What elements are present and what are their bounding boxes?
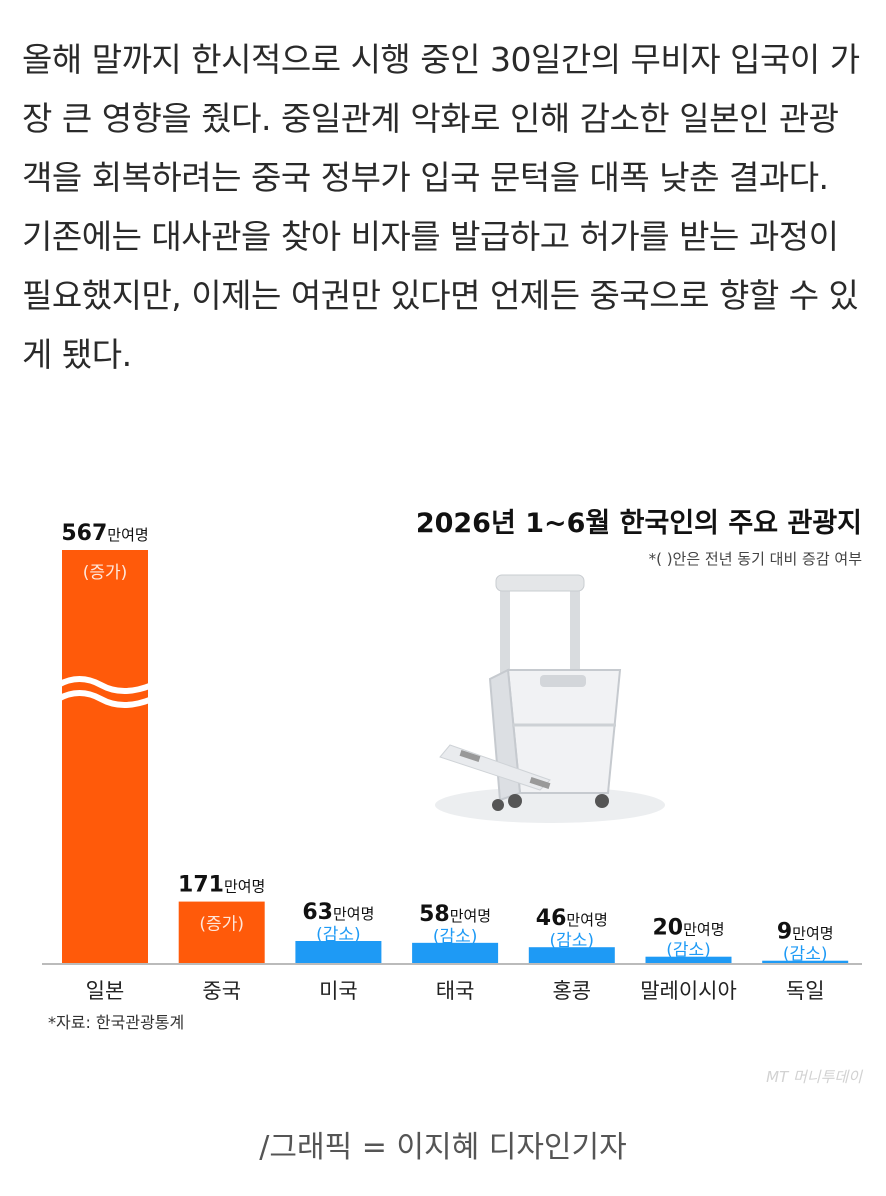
suitcase-icon xyxy=(435,574,665,823)
bar-1 xyxy=(62,550,148,964)
change-label: (증가) xyxy=(199,915,244,935)
category-label: 홍콩 xyxy=(552,979,591,1003)
article-body: 올해 말까지 한시적으로 시행 중인 30일간의 무비자 입국이 가장 큰 영향… xyxy=(22,30,867,384)
bar-5 xyxy=(528,947,615,964)
axis-break-mark xyxy=(56,690,154,708)
category-label: 일본 xyxy=(86,979,125,1003)
graphic-caption: /그래픽 = 이지혜 디자인기자 xyxy=(259,1130,627,1165)
bar-2 xyxy=(178,901,265,964)
value-label: 171만여명 xyxy=(178,873,265,898)
chart-title: 2026년 1~6월 한국인의 주요 관광지 xyxy=(416,508,862,539)
change-label: (감소) xyxy=(550,931,595,951)
change-label: (증가) xyxy=(83,563,128,583)
change-label: (감소) xyxy=(666,941,711,961)
value-label: 567만여명 xyxy=(61,521,148,546)
chart-figure: 2026년 1~6월 한국인의 주요 관광지 *( )안은 전년 동기 대비 증… xyxy=(0,480,886,1100)
category-label: 미국 xyxy=(319,979,358,1003)
value-label: 9만여명 xyxy=(777,920,834,945)
bar-chart: 2026년 1~6월 한국인의 주요 관광지 *( )안은 전년 동기 대비 증… xyxy=(42,508,863,1086)
bars-group: 567만여명(증가)일본171만여명(증가)중국63만여명(감소)미국58만여명… xyxy=(56,521,849,1003)
watermark: MT 머니투데이 xyxy=(766,1068,863,1086)
category-label: 중국 xyxy=(202,979,241,1003)
bar-4 xyxy=(412,942,499,964)
change-label: (감소) xyxy=(433,927,478,947)
category-label: 독일 xyxy=(786,979,825,1003)
value-label: 63만여명 xyxy=(302,900,374,925)
value-label: 46만여명 xyxy=(536,906,608,931)
bar-7 xyxy=(762,960,849,964)
axis-break-mark xyxy=(56,676,154,694)
article-paragraph: 올해 말까지 한시적으로 시행 중인 30일간의 무비자 입국이 가장 큰 영향… xyxy=(22,40,860,374)
chart-subtitle: *( )안은 전년 동기 대비 증감 여부 xyxy=(649,550,863,568)
category-label: 태국 xyxy=(436,979,475,1003)
value-label: 58만여명 xyxy=(419,902,491,927)
change-label: (감소) xyxy=(316,925,361,945)
bar-3 xyxy=(295,941,382,964)
value-label: 20만여명 xyxy=(652,916,724,941)
source-note: *자료: 한국관광통계 xyxy=(48,1013,184,1032)
change-label: (감소) xyxy=(783,945,828,965)
bar-6 xyxy=(645,956,732,964)
category-label: 말레이시아 xyxy=(640,979,737,1003)
